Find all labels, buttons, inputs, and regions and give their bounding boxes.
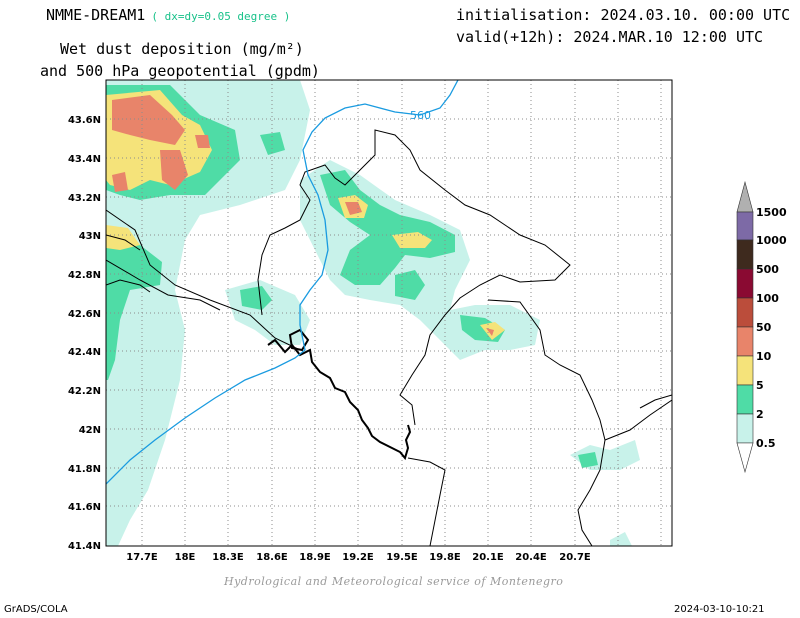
- legend-swatch: [736, 211, 754, 241]
- title-line-2: and 500 hPa geopotential (gpdm): [40, 62, 320, 80]
- legend-label: 50: [756, 321, 772, 334]
- timestamp-label: 2024-03-10-10:21: [674, 604, 765, 615]
- legend-swatch: [736, 239, 754, 270]
- contour-label: 560: [410, 109, 431, 122]
- legend-labels: 1500 1000 500 100 50 10 5 2 0.5: [756, 206, 787, 450]
- lon-label: 19.8E: [429, 552, 461, 563]
- lat-label: 42.8N: [68, 270, 101, 281]
- legend-swatch: [736, 384, 754, 415]
- lon-label: 18E: [175, 552, 196, 563]
- color-legend: [736, 180, 754, 474]
- lat-label: 41.4N: [68, 541, 101, 552]
- software-label: GrADS/COLA: [4, 604, 68, 615]
- lat-label: 43.2N: [68, 193, 101, 204]
- deposition-fields: 560: [106, 80, 672, 546]
- dust-area-south-east: [610, 532, 632, 546]
- lon-label: 18.9E: [299, 552, 331, 563]
- coastline: [267, 338, 412, 461]
- lat-label: 42.2N: [68, 386, 101, 397]
- map-frame: [105, 79, 673, 547]
- credit-text: Hydrological and Meteorological service …: [224, 575, 564, 588]
- lon-label: 18.6E: [256, 552, 288, 563]
- title-line-1: Wet dust deposition (mg/m²): [60, 40, 304, 58]
- lat-label: 42.4N: [68, 347, 101, 358]
- geopotential-contour: [106, 80, 459, 485]
- legend-swatch: [736, 297, 754, 328]
- legend-label: 1500: [756, 206, 787, 219]
- lon-label: 19.2E: [342, 552, 374, 563]
- lat-label: 42.6N: [68, 309, 101, 320]
- initialisation-time: initialisation: 2024.03.10. 00:00 UTC: [456, 6, 791, 24]
- legend-label: 5: [756, 379, 764, 392]
- lat-label: 42N: [79, 425, 101, 436]
- lon-label: 19.5E: [386, 552, 418, 563]
- lon-label: 20.1E: [472, 552, 504, 563]
- legend-label: 0.5: [756, 437, 776, 450]
- legend-swatch: [736, 268, 754, 299]
- lon-label: 20.7E: [559, 552, 591, 563]
- legend-label: 500: [756, 263, 779, 276]
- legend-label: 1000: [756, 234, 787, 247]
- lat-label: 41.8N: [68, 464, 101, 475]
- latitude-axis: 43.6N 43.4N 43.2N 43N 42.8N 42.6N 42.4N …: [68, 115, 101, 552]
- legend-swatch: [736, 326, 754, 357]
- gridlines: [106, 80, 672, 546]
- lat-label: 41.6N: [68, 502, 101, 513]
- legend-label: 2: [756, 408, 764, 421]
- legend-top-arrow: [736, 180, 754, 213]
- dust-area-coast: [225, 280, 310, 345]
- lon-label: 20.4E: [515, 552, 547, 563]
- lat-label: 43N: [79, 231, 101, 242]
- legend-label: 100: [756, 292, 779, 305]
- lon-label: 18.3E: [212, 552, 244, 563]
- model-name: NMME-DREAM1 ( dx=dy=0.05 degree ): [46, 6, 290, 24]
- lon-label: 17.7E: [126, 552, 158, 563]
- legend-bottom-arrow: [736, 442, 754, 474]
- lat-label: 43.4N: [68, 154, 101, 165]
- model-label: NMME-DREAM1: [46, 6, 146, 24]
- longitude-axis: 17.7E 18E 18.3E 18.6E 18.9E 19.2E 19.5E …: [126, 552, 591, 563]
- legend-swatch: [736, 355, 754, 386]
- legend-swatch: [736, 413, 754, 444]
- country-borders: [106, 129, 672, 546]
- legend-label: 10: [756, 350, 772, 363]
- valid-time: valid(+12h): 2024.MAR.10 12:00 UTC: [456, 28, 764, 46]
- resolution-label: ( dx=dy=0.05 degree ): [151, 10, 291, 23]
- lat-label: 43.6N: [68, 115, 101, 126]
- dust-area-north: [200, 88, 240, 115]
